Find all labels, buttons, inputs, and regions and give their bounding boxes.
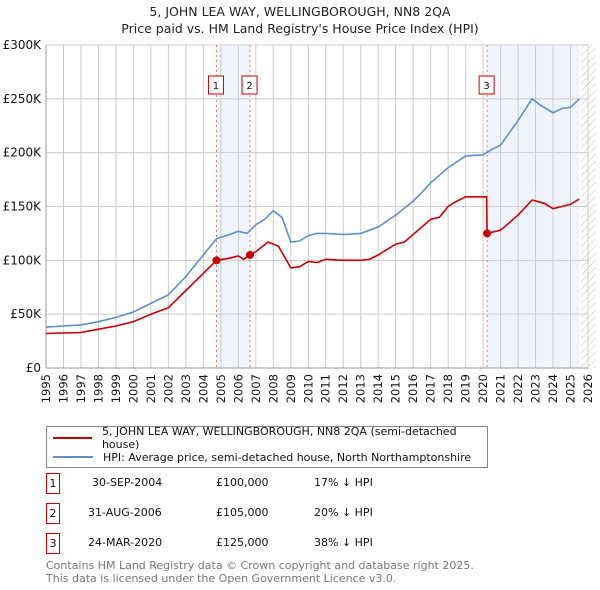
sale-point [246, 250, 255, 259]
x-tick-label: 2005 [214, 374, 228, 403]
x-tick-label: 2018 [441, 374, 455, 403]
legend-label: 5, JOHN LEA WAY, WELLINGBOROUGH, NN8 2QA… [101, 425, 457, 451]
sale-hpi-diff: 20% ↓ HPI [314, 506, 373, 519]
x-tick-label: 2011 [319, 374, 333, 403]
x-tick-label: 2007 [249, 374, 263, 403]
x-tick-label: 2017 [424, 374, 438, 403]
x-tick-label: 2021 [494, 374, 508, 403]
y-tick-label: £250K [3, 92, 43, 106]
sale-label-box [207, 75, 224, 95]
y-tick-label: £50K [10, 307, 42, 321]
x-tick-label: 1998 [91, 374, 105, 403]
x-tick-label: 1996 [56, 374, 70, 403]
sale-hpi-diff: 38% ↓ HPI [314, 536, 373, 549]
sale-date: 31-AUG-2006 [88, 506, 162, 519]
chart-subtitle: Price paid vs. HM Land Registry's House … [121, 21, 479, 36]
sale-number-badge: 1 [46, 473, 60, 494]
x-tick-label: 2015 [389, 374, 403, 403]
y-tick-label: £150K [3, 200, 43, 214]
x-tick-label: 2022 [511, 374, 525, 403]
x-tick-label: 2014 [371, 374, 385, 403]
sale-date: 30-SEP-2004 [92, 476, 163, 489]
x-tick-label: 2003 [179, 374, 193, 403]
sale-label: 2 [246, 81, 252, 92]
sale-label-box [478, 75, 495, 95]
x-tick-label: 2016 [406, 374, 420, 403]
y-tick-label: £300K [3, 38, 43, 52]
legend-item-hpi: HPI: Average price, semi-detached house,… [53, 448, 471, 466]
y-tick-label: £100K [3, 253, 43, 267]
sale-price: £125,000 [216, 536, 269, 549]
x-tick-label: 2013 [354, 374, 368, 403]
hpi-line [45, 97, 580, 328]
sale-price: £105,000 [216, 506, 269, 519]
sale-date: 24-MAR-2020 [88, 536, 163, 549]
x-tick-label: 2008 [266, 374, 280, 403]
x-tick-label: 2001 [144, 374, 158, 403]
chart-title: 5, JOHN LEA WAY, WELLINGBOROUGH, NN8 2QA [149, 4, 451, 19]
legend-item-property: 5, JOHN LEA WAY, WELLINGBOROUGH, NN8 2QA… [53, 425, 487, 451]
legend-swatch-red [53, 437, 92, 439]
x-tick-label: 1999 [109, 374, 123, 403]
x-tick-label: 2026 [581, 374, 595, 403]
x-tick-label: 2020 [476, 374, 490, 403]
x-tick-label: 2002 [161, 374, 175, 403]
x-tick-label: 2006 [231, 374, 245, 403]
sale-hpi-diff: 17% ↓ HPI [314, 476, 373, 489]
sale-price: £100,000 [216, 476, 269, 489]
y-tick-label: £200K [3, 146, 43, 160]
sale-label: 3 [483, 81, 489, 92]
line-chart: 1995 1996 1997 1998 1999 2000 2001 2002 2003 2004… [3, 38, 596, 403]
x-tick-label: 2010 [301, 374, 315, 403]
footer-licence: This data is licensed under the Open Gov… [46, 572, 397, 585]
sale-point [212, 256, 221, 265]
x-tick-label: 2009 [284, 374, 298, 403]
x-tick-label: 1997 [74, 374, 88, 403]
legend: 5, JOHN LEA WAY, WELLINGBOROUGH, NN8 2QA… [46, 425, 488, 468]
footer-copyright: Contains HM Land Registry data © Crown c… [46, 559, 474, 572]
x-tick-label: 1995 [39, 374, 53, 403]
sale-number-badge: 2 [46, 503, 60, 524]
legend-label: HPI: Average price, semi-detached house,… [103, 450, 472, 464]
x-tick-label: 2012 [336, 374, 350, 403]
x-tick-label: 2000 [126, 374, 140, 403]
y-tick-label: £0 [26, 361, 41, 375]
legend-swatch-blue [53, 456, 93, 458]
x-tick-label: 2019 [459, 374, 473, 403]
forecast-hatch [581, 45, 596, 368]
x-tick-label: 2023 [529, 374, 543, 403]
price-paid-line [45, 196, 580, 335]
x-tick-label: 2025 [564, 374, 578, 403]
sale-number-badge: 3 [46, 533, 60, 554]
x-tick-label: 2004 [196, 374, 210, 403]
x-tick-label: 2024 [546, 374, 560, 403]
sale-label: 1 [213, 81, 219, 92]
sale-label-box [241, 75, 258, 95]
sale-point [483, 229, 492, 238]
